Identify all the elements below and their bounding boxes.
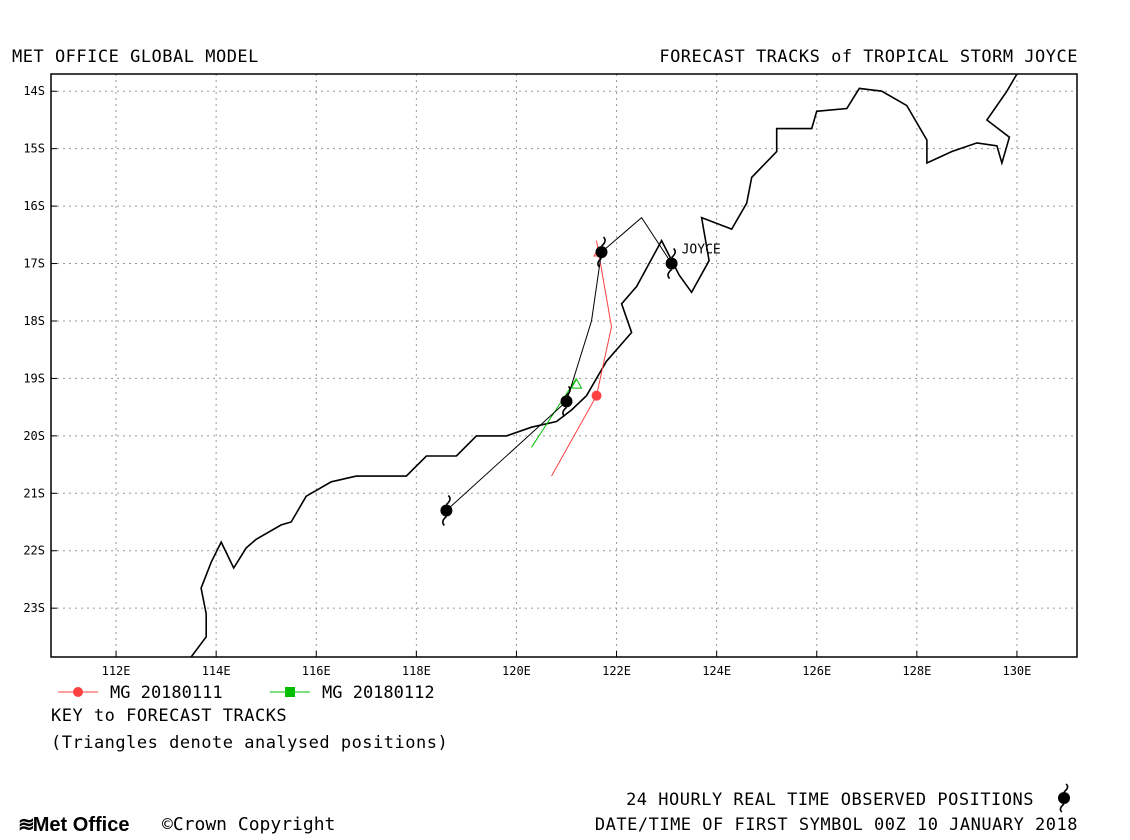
cyclone-core — [595, 246, 608, 259]
legend-label: MG 20180112 — [322, 683, 435, 703]
observed-track — [446, 216, 673, 511]
y-tick-label: 19S — [23, 371, 45, 385]
x-tick-label: 112E — [102, 664, 131, 678]
y-tick-label: 16S — [23, 199, 45, 213]
legend: MG 20180111 MG 20180112 — [58, 683, 435, 703]
logo-text: Met Office — [32, 814, 130, 836]
key-title: KEY to FORECAST TRACKS — [51, 706, 288, 726]
coastline-path — [190, 73, 1018, 658]
cyclone-symbol-icon — [560, 385, 573, 417]
y-tick-labels: 14S 15S 16S 17S 18S 19S 20S 21S 22S 23S — [23, 84, 45, 615]
map-frame — [50, 73, 1078, 658]
y-tick-label: 22S — [23, 544, 45, 558]
x-tick-label: 124E — [702, 664, 731, 678]
y-tick-label: 15S — [23, 142, 45, 156]
forecast-point-icon — [591, 390, 602, 401]
x-tick-label: 128E — [902, 664, 931, 678]
tracks — [440, 216, 678, 527]
model-title: MET OFFICE GLOBAL MODEL — [12, 47, 259, 67]
cyclone-core — [665, 257, 678, 270]
met-office-logo: ≋Met Office — [18, 812, 129, 837]
cyclone-symbol-icon — [595, 236, 608, 268]
cyclone-arm — [562, 406, 568, 417]
cyclone-arm — [671, 247, 676, 259]
chart-title: FORECAST TRACKS of TROPICAL STORM JOYCE — [659, 47, 1078, 67]
x-tick-label: 126E — [802, 664, 831, 678]
cyclone-arm — [600, 236, 606, 247]
y-tick-label: 23S — [23, 601, 45, 615]
y-tick-label: 18S — [23, 314, 45, 328]
cyclone-core — [440, 504, 453, 517]
lat-lon-grid — [51, 74, 1077, 657]
observed-note: 24 HOURLY REAL TIME OBSERVED POSITIONS — [626, 790, 1034, 810]
cyclone-core — [560, 395, 573, 408]
legend-label: MG 20180111 — [110, 683, 223, 703]
key-note: (Triangles denote analysed positions) — [51, 733, 449, 753]
cyclone-symbol-icon — [665, 247, 678, 280]
analysed-triangle-icon — [570, 378, 583, 389]
y-tick-label: 20S — [23, 429, 45, 443]
cyclone-arm — [565, 385, 571, 397]
logo-waves-icon: ≋ — [18, 814, 35, 836]
x-tick-label: 122E — [602, 664, 631, 678]
cyclone-arm — [445, 494, 451, 506]
x-tick-label: 116E — [302, 664, 331, 678]
x-tick-label: 130E — [1002, 664, 1031, 678]
x-tick-labels: 112E 114E 116E 118E 120E 122E 124E 126E 128E 130E — [102, 664, 1032, 678]
x-tick-label: 114E — [202, 664, 231, 678]
storm-label: JOYCE — [682, 243, 721, 258]
cyclone-arm — [597, 257, 603, 268]
y-tick-label: 14S — [23, 84, 45, 98]
cyclone-arm — [442, 515, 447, 527]
cyclone-symbol-icon — [1058, 783, 1070, 813]
forecast-track-1 — [551, 240, 613, 477]
legend-circle-icon — [73, 687, 83, 697]
cyclone-arm — [667, 268, 673, 280]
cyclone-symbol-icon — [440, 494, 453, 527]
x-tick-label: 118E — [402, 664, 431, 678]
y-tick-label: 17S — [23, 257, 45, 271]
copyright: ©Crown Copyright — [162, 814, 336, 835]
coastline — [190, 73, 1018, 658]
datetime-note: DATE/TIME OF FIRST SYMBOL 00Z 10 JANUARY… — [594, 815, 1078, 835]
y-tick-label: 21S — [23, 486, 45, 500]
x-tick-label: 120E — [502, 664, 531, 678]
legend-square-icon — [285, 687, 295, 697]
